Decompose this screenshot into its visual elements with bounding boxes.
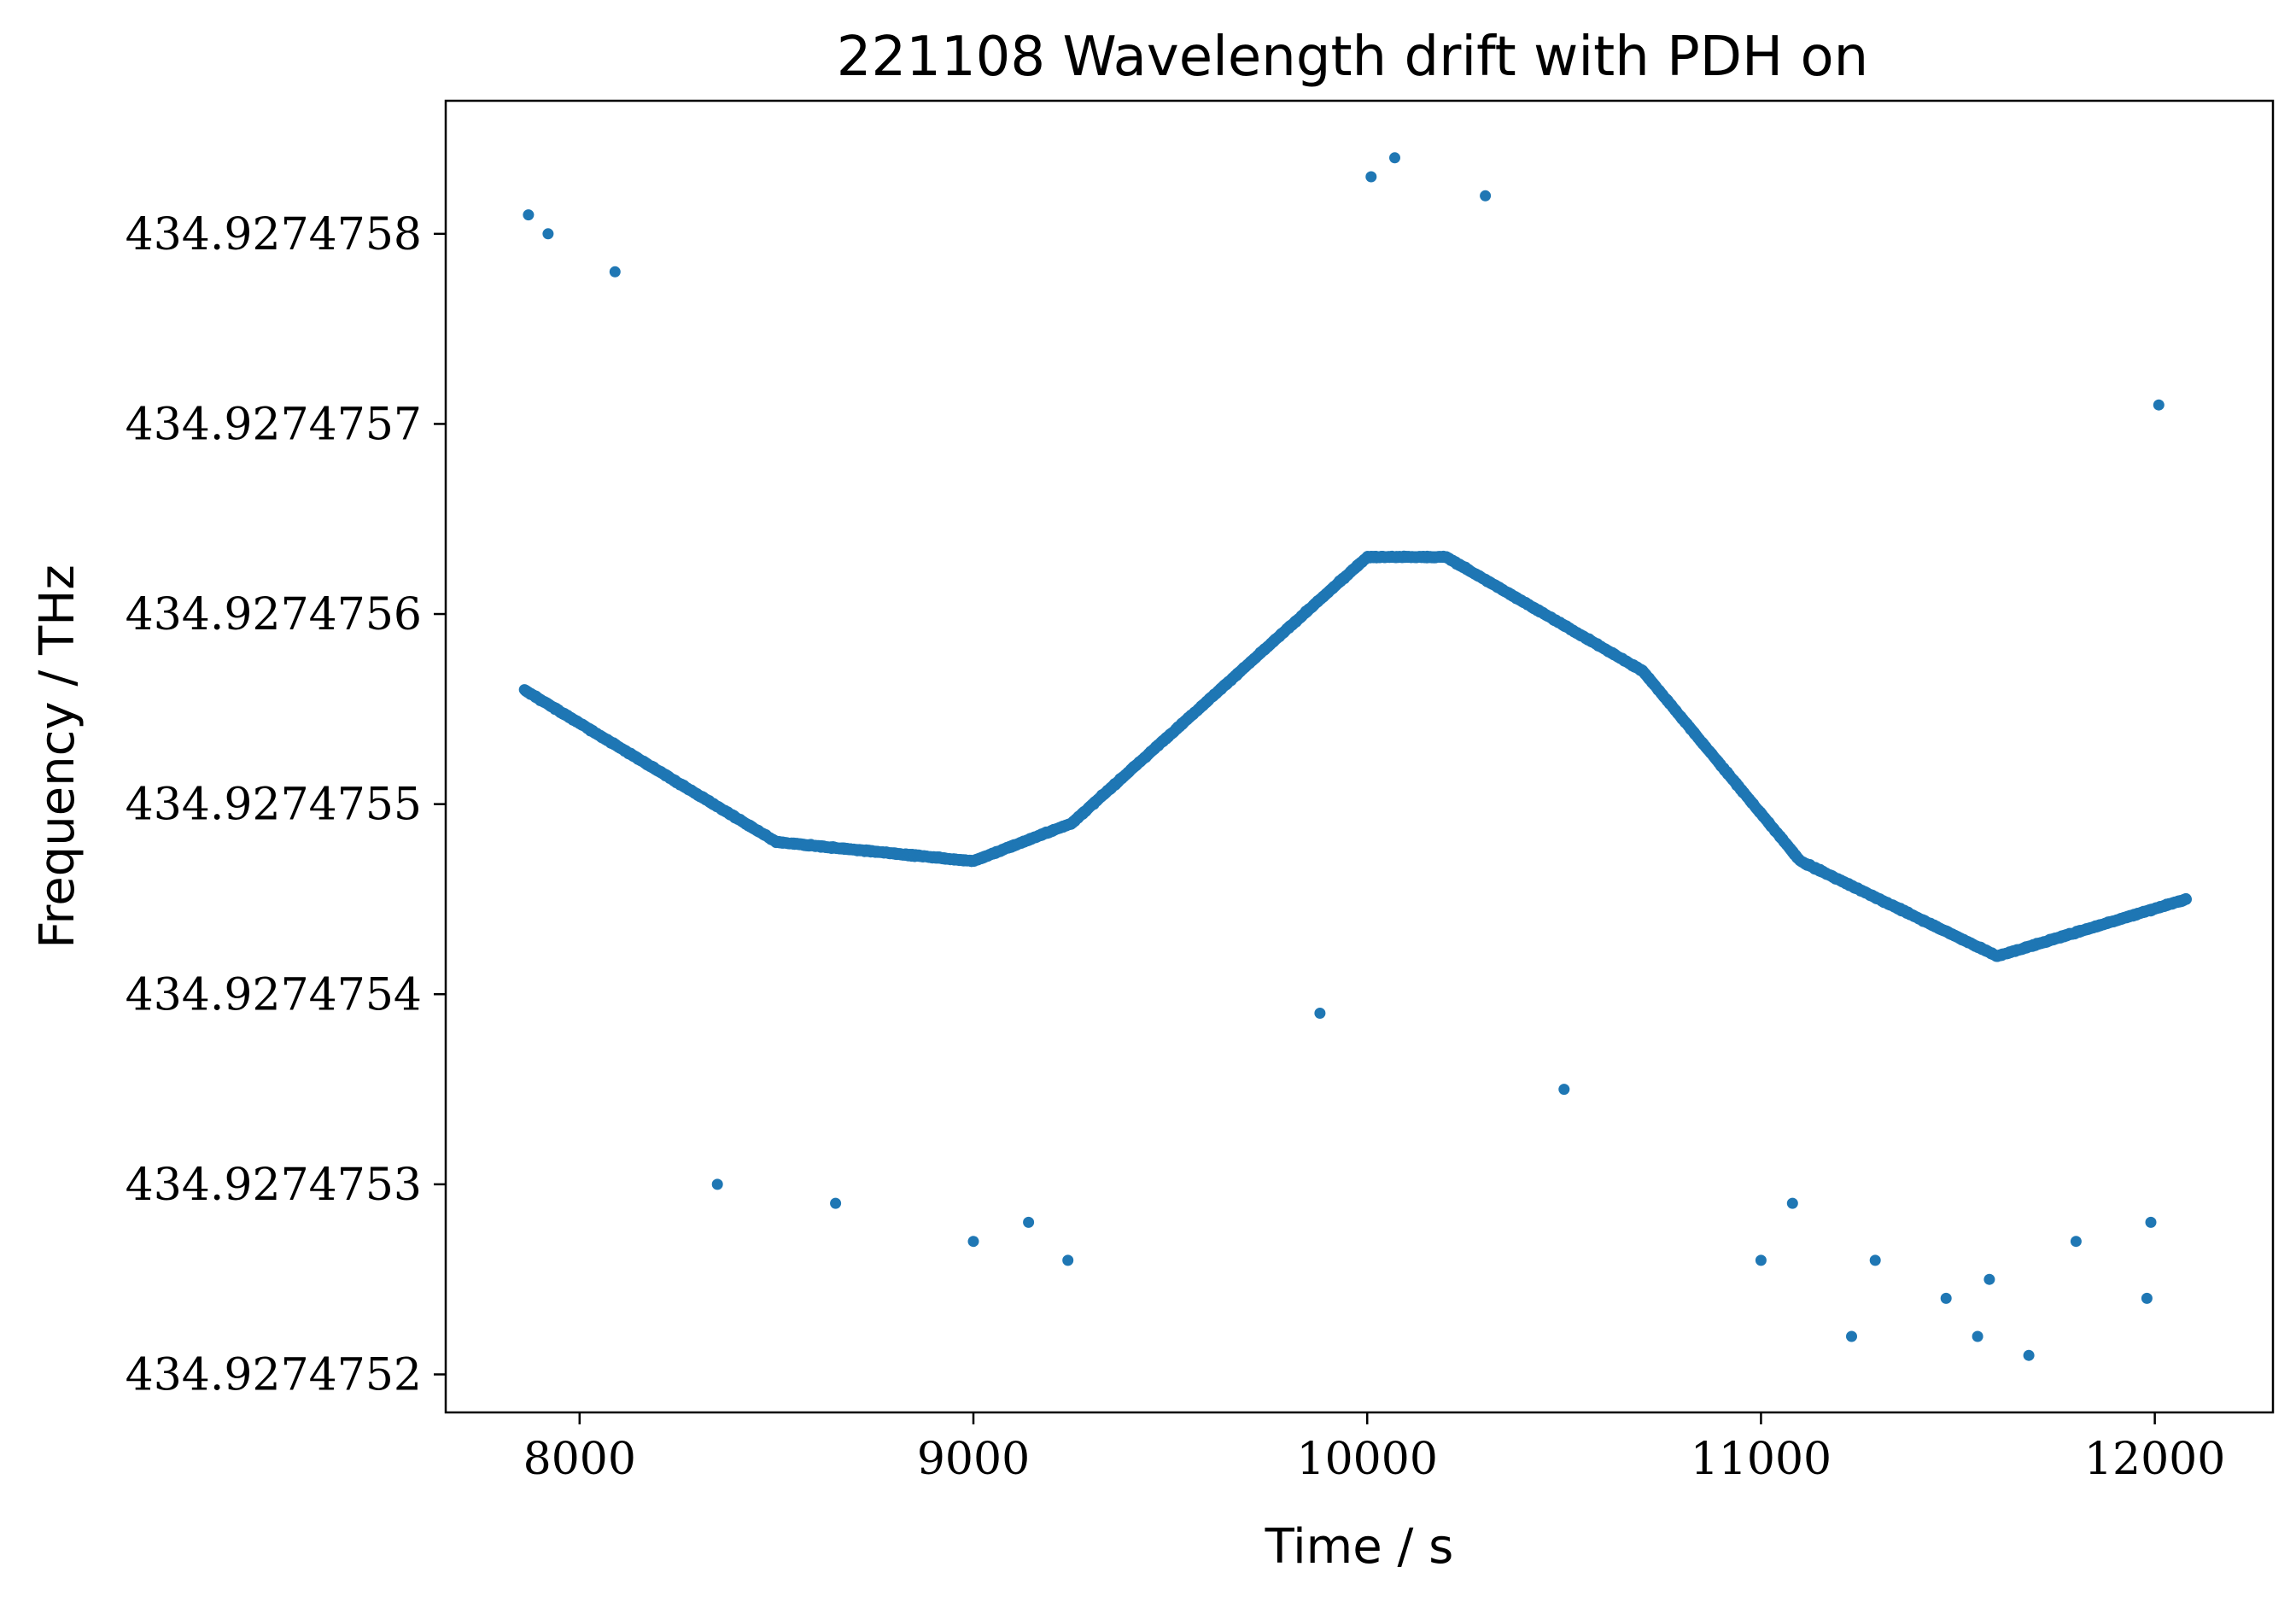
outlier-point [523,209,535,221]
outlier-point [711,1178,723,1190]
outlier-point [1365,171,1377,183]
outlier-point [1940,1292,1952,1304]
outlier-point [2023,1349,2035,1361]
x-axis-label: Time / s [1265,1519,1454,1575]
x-tick-label: 9000 [917,1434,1030,1485]
outlier-point [1972,1330,1983,1342]
outlier-point [1480,190,1492,202]
data-point [2181,893,2192,905]
outlier-point [1755,1254,1767,1266]
y-tick-label: 434.9274752 [126,1349,422,1400]
outlier-point [609,266,621,278]
y-tick-label: 434.9274758 [126,209,422,260]
y-tick-label: 434.9274755 [126,780,422,831]
outlier-point [830,1197,842,1209]
chart-title: 221108 Wavelength drift with PDH on [837,26,1868,89]
outlier-point [2141,1292,2153,1304]
outlier-point [1869,1254,1881,1266]
x-tick-label: 10000 [1297,1434,1438,1485]
outlier-point [1983,1273,1995,1285]
x-tick-label: 11000 [1691,1434,1832,1485]
outlier-point [1062,1254,1074,1266]
plot-frame [444,99,2275,1414]
scatter-points [518,152,2192,1361]
outlier-point [542,228,554,240]
outlier-point [1389,152,1400,164]
outlier-point [1846,1330,1857,1342]
outlier-point [1314,1008,1326,1019]
y-tick-label: 434.9274753 [126,1160,422,1211]
y-tick-label: 434.9274754 [126,969,422,1020]
outlier-point [1786,1197,1798,1209]
outlier-point [1558,1084,1570,1096]
y-axis-label: Frequency / THz [30,564,85,948]
y-axis: 434.9274752 434.9274753 434.9274754 434.927… [126,209,446,1400]
outlier-point [1023,1216,1035,1228]
outlier-point [967,1236,979,1248]
x-tick-label: 12000 [2084,1434,2225,1485]
outlier-point [2145,1216,2157,1228]
outlier-point [2153,399,2165,411]
outlier-point [2070,1236,2082,1248]
x-tick-label: 8000 [523,1434,636,1485]
y-tick-label: 434.9274757 [126,399,422,450]
x-axis: 8000 9000 10000 11000 12000 [523,1412,2225,1485]
y-tick-label: 434.9274756 [126,589,422,640]
